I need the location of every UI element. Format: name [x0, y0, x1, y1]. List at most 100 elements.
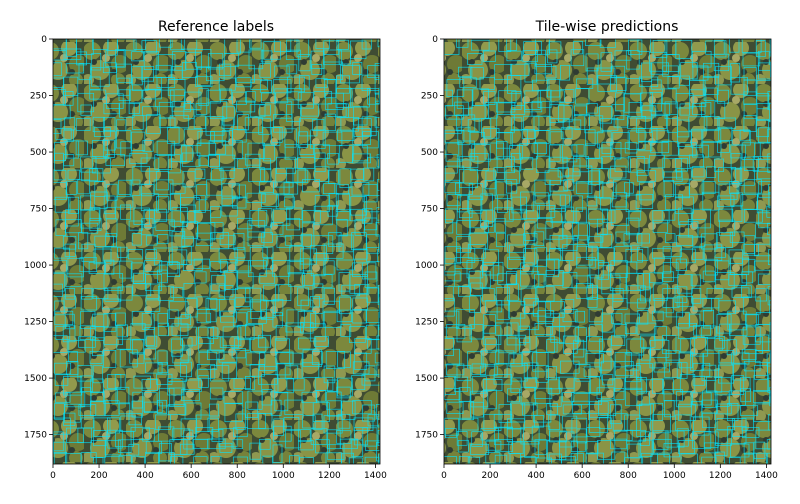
bounding-box	[219, 88, 232, 101]
bounding-box	[524, 90, 541, 110]
bounding-box	[652, 40, 668, 58]
bounding-box	[586, 157, 603, 169]
bounding-box	[167, 309, 179, 327]
bounding-box	[458, 456, 471, 464]
bounding-box	[92, 337, 105, 357]
bounding-box	[444, 179, 460, 194]
bounding-box	[742, 296, 761, 315]
bounding-box	[444, 154, 458, 174]
bounding-box	[210, 222, 224, 240]
bounding-box	[184, 379, 202, 392]
bounding-box	[377, 179, 380, 191]
bounding-box	[467, 456, 481, 464]
bounding-box	[376, 154, 380, 168]
bounding-box	[767, 128, 771, 144]
bounding-box	[141, 65, 154, 82]
bounding-box	[223, 52, 239, 68]
bounding-box	[469, 153, 489, 171]
bounding-box	[744, 452, 757, 464]
bounding-box	[692, 208, 711, 229]
bounding-box	[459, 156, 479, 169]
bounding-box	[768, 192, 771, 209]
bounding-box	[768, 52, 771, 65]
bounding-box	[376, 364, 380, 377]
bounding-box	[286, 218, 301, 231]
bounding-box	[231, 348, 246, 359]
bounding-box	[354, 284, 370, 295]
bounding-box	[770, 61, 771, 78]
bounding-box	[444, 388, 461, 401]
bounding-box	[311, 64, 323, 75]
bounding-box	[510, 363, 528, 382]
bounding-box	[377, 249, 380, 263]
bounding-box	[510, 402, 526, 423]
bounding-box	[237, 217, 253, 230]
bounding-box	[361, 374, 380, 386]
bounding-box	[729, 457, 741, 464]
bounding-box	[159, 39, 173, 48]
bounding-box	[752, 156, 771, 172]
bounding-box	[179, 443, 195, 455]
bounding-box	[127, 249, 143, 260]
bounding-box	[374, 63, 380, 80]
bounding-box	[219, 298, 235, 317]
bounding-box	[741, 427, 760, 438]
bounding-box	[638, 439, 653, 458]
bounding-box	[610, 165, 627, 179]
bounding-box	[456, 365, 472, 382]
bounding-box	[157, 350, 168, 365]
bounding-box	[676, 296, 693, 307]
bounding-box	[377, 430, 380, 446]
bounding-box	[115, 49, 126, 68]
bounding-box	[314, 335, 329, 347]
bounding-box	[336, 39, 349, 50]
bounding-box	[653, 438, 672, 454]
bounding-box	[520, 157, 534, 170]
bounding-box	[218, 248, 238, 264]
bounding-box	[132, 283, 152, 297]
bounding-box	[509, 453, 521, 464]
bounding-box	[731, 375, 745, 395]
bounding-box	[496, 300, 510, 320]
bounding-box	[63, 154, 75, 167]
bounding-box	[263, 258, 274, 270]
bounding-box	[680, 62, 698, 80]
bounding-box	[678, 403, 696, 421]
bounding-box	[170, 89, 186, 108]
bounding-box	[350, 40, 367, 60]
bounding-box	[218, 285, 234, 298]
bounding-box	[770, 311, 771, 325]
bounding-box	[245, 401, 259, 418]
bounding-box	[234, 337, 250, 351]
bounding-box	[128, 413, 142, 426]
bounding-box	[209, 261, 228, 272]
bounding-box	[272, 79, 292, 94]
bounding-box	[275, 167, 294, 188]
bounding-box	[717, 140, 730, 153]
bounding-box	[145, 235, 158, 246]
bounding-box	[193, 195, 206, 213]
bounding-box	[221, 183, 240, 200]
bounding-box	[662, 271, 674, 282]
bounding-box	[156, 196, 170, 213]
bounding-box	[572, 165, 593, 184]
bounding-box	[480, 427, 499, 441]
bounding-box	[235, 64, 255, 83]
bounding-box	[362, 208, 373, 224]
bounding-box	[194, 168, 206, 180]
bounding-box	[367, 65, 380, 78]
bounding-box	[743, 209, 763, 223]
bounding-box	[652, 413, 671, 434]
bounding-box	[80, 104, 92, 116]
bounding-box	[598, 168, 610, 184]
bounding-box	[703, 62, 720, 78]
bounding-box	[374, 117, 380, 128]
bounding-box	[494, 426, 513, 446]
bounding-box	[93, 430, 107, 447]
bounding-box	[352, 361, 370, 375]
bounding-box	[325, 351, 346, 369]
bounding-box	[584, 115, 604, 134]
bounding-box	[641, 348, 651, 361]
aerial-image	[53, 39, 380, 464]
bounding-box	[589, 413, 609, 433]
